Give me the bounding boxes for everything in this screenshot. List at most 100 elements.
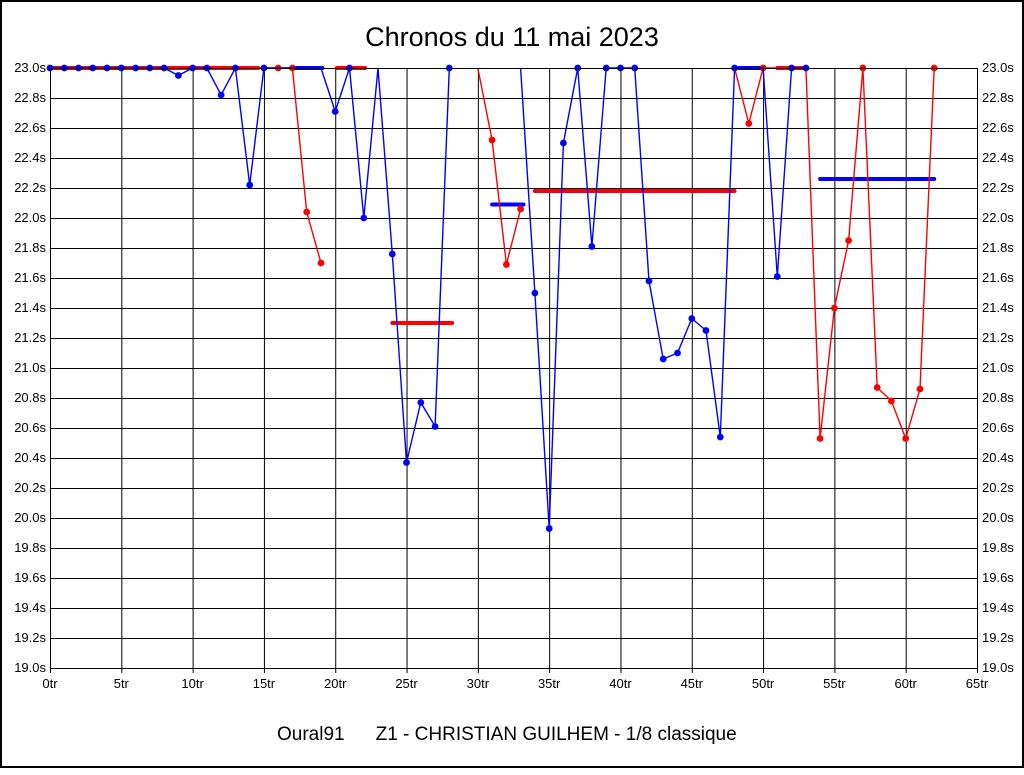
driver-red-point-lap-18 <box>303 208 311 216</box>
y-tick-label-left: 22.6s <box>14 120 46 135</box>
y-tick-label-left: 20.0s <box>14 510 46 525</box>
x-tick-label: 60tr <box>894 676 917 691</box>
x-tick-label: 15tr <box>253 676 276 691</box>
y-tick-label-left: 22.4s <box>14 150 46 165</box>
driver-red-point-lap-55 <box>831 304 838 312</box>
y-tick-label-right: 19.8s <box>982 540 1014 555</box>
y-tick-label-left: 20.8s <box>14 390 46 405</box>
y-tick-label-left: 22.2s <box>14 180 46 195</box>
y-tick-label-right: 20.0s <box>982 510 1014 525</box>
driver-blue-point-lap-22 <box>360 214 368 222</box>
driver-blue-point-lap-46 <box>702 327 710 334</box>
series-driver-red-lines <box>50 67 935 441</box>
y-tick-label-right: 20.4s <box>982 450 1014 465</box>
y-tick-label-left: 19.4s <box>14 600 46 615</box>
driver-red-point-lap-58 <box>873 384 881 391</box>
x-tick-label: 10tr <box>181 676 204 691</box>
average-bars <box>48 66 937 325</box>
y-tick-label-left: 21.0s <box>14 360 46 375</box>
y-tick-label-left: 22.0s <box>14 210 46 225</box>
driver-blue-point-lap-47 <box>716 433 724 441</box>
x-axis-labels: 0tr 5tr 10tr 15tr 20tr 25tr 30tr 35tr 40tr 45tr 50… <box>42 676 988 691</box>
series-driver-red-markers <box>274 64 938 442</box>
driver-blue-point-lap-24 <box>388 250 396 258</box>
y-tick-label-right: 20.2s <box>982 480 1014 495</box>
y-tick-label-right: 21.8s <box>982 240 1014 255</box>
y-tick-label-left: 21.6s <box>14 270 46 285</box>
y-tick-label-right: 21.0s <box>982 360 1014 375</box>
chart-caption: Oural91 Z1 - CHRISTIAN GUILHEM - 1/8 clas… <box>277 724 737 746</box>
chart-title: Chronos du 11 mai 2023 <box>365 22 659 52</box>
x-tick-label: 45tr <box>681 676 704 691</box>
y-tick-label-left: 21.8s <box>14 240 46 255</box>
y-tick-label-right: 21.2s <box>982 330 1014 345</box>
y-axis-labels-left: 23.0s 22.8s 22.6s 22.4s 22.2s 22.0s 21.8s 21.6s… <box>14 60 46 675</box>
driver-blue-point-lap-43 <box>659 355 667 363</box>
y-tick-label-right: 20.6s <box>982 420 1014 435</box>
driver-red-point-lap-49 <box>745 120 753 127</box>
y-tick-label-right: 19.0s <box>982 660 1014 675</box>
y-tick-label-right: 19.6s <box>982 570 1014 585</box>
y-tick-label-left: 21.2s <box>14 330 46 345</box>
x-tick-label: 5tr <box>114 676 130 691</box>
caption-driver: Z1 - CHRISTIAN GUILHEM - 1/8 classique <box>375 724 737 745</box>
driver-red-point-lap-31 <box>488 136 496 144</box>
y-tick-label-left: 19.8s <box>14 540 46 555</box>
driver-red-point-lap-54 <box>816 435 824 442</box>
driver-red-point-lap-19 <box>317 259 325 267</box>
driver-blue-point-lap-42 <box>645 277 653 285</box>
driver-blue-point-lap-51 <box>773 273 781 280</box>
driver-blue-point-lap-35 <box>545 525 553 532</box>
driver-blue-point-lap-27 <box>431 423 439 430</box>
driver-blue-point-lap-45 <box>688 315 696 322</box>
series-driver-blue-markers <box>46 64 810 532</box>
x-tick-label: 25tr <box>395 676 418 691</box>
x-tick-label: 35tr <box>538 676 561 691</box>
y-tick-label-left: 19.6s <box>14 570 46 585</box>
x-tick-label: 50tr <box>752 676 775 691</box>
y-tick-label-left: 19.0s <box>14 660 46 675</box>
series-driver-blue-segment <box>50 65 450 463</box>
y-tick-label-right: 23.0s <box>982 60 1014 75</box>
series-driver-red-segment <box>477 67 522 265</box>
x-tick-label: 20tr <box>324 676 347 691</box>
driver-blue-point-lap-14 <box>246 181 254 189</box>
y-tick-label-right: 21.6s <box>982 270 1014 285</box>
y-tick-label-right: 22.2s <box>982 180 1014 195</box>
y-tick-label-right: 21.4s <box>982 300 1014 315</box>
y-tick-label-left: 23.0s <box>14 60 46 75</box>
x-tick-label: 40tr <box>609 676 632 691</box>
driver-blue-point-lap-44 <box>674 349 681 357</box>
series-driver-red-segment <box>50 67 322 264</box>
driver-red-point-lap-59 <box>888 397 895 405</box>
y-tick-label-left: 20.2s <box>14 480 46 495</box>
y-tick-label-right: 22.6s <box>982 120 1014 135</box>
gridlines <box>50 68 978 669</box>
x-tick-label: 55tr <box>823 676 846 691</box>
caption-club: Oural91 <box>277 724 345 745</box>
y-tick-label-right: 19.4s <box>982 600 1014 615</box>
y-tick-label-left: 20.4s <box>14 450 46 465</box>
y-tick-label-right: 22.0s <box>982 210 1014 225</box>
plot-border <box>50 68 978 669</box>
driver-blue-point-lap-25 <box>403 459 410 466</box>
driver-blue-point-lap-20 <box>331 108 339 115</box>
y-tick-label-left: 21.4s <box>14 300 46 315</box>
driver-blue-point-lap-38 <box>588 243 596 250</box>
driver-blue-point-lap-12 <box>217 91 225 99</box>
y-tick-label-right: 22.8s <box>982 90 1014 105</box>
driver-red-point-lap-56 <box>845 237 852 244</box>
x-tick-label: 0tr <box>42 676 58 691</box>
y-tick-label-right: 20.8s <box>982 390 1014 405</box>
y-tick-label-right: 19.2s <box>982 630 1014 645</box>
y-tick-label-left: 19.2s <box>14 630 46 645</box>
driver-red-point-lap-61 <box>916 385 924 393</box>
y-axis-labels-right: 23.0s 22.8s 22.6s 22.4s 22.2s 22.0s 21.8s 21.6s… <box>982 60 1014 675</box>
x-tick-label: 65tr <box>966 676 989 691</box>
driver-blue-point-lap-26 <box>417 399 425 406</box>
driver-blue-point-lap-36 <box>560 139 567 147</box>
driver-blue-point-lap-9 <box>175 72 182 79</box>
